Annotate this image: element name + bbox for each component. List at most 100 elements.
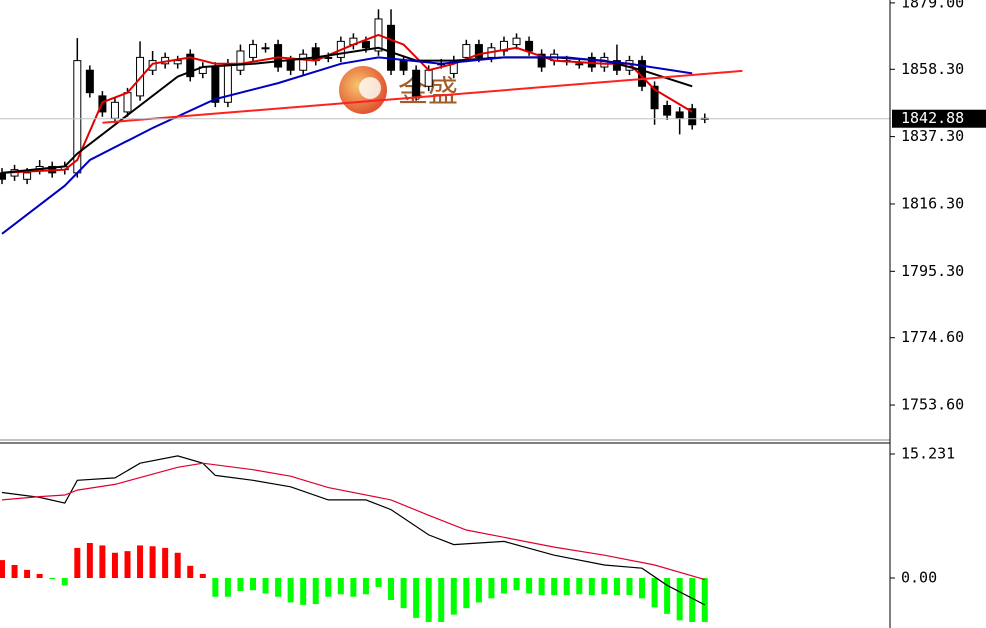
histogram-bar bbox=[438, 578, 445, 622]
candle-body bbox=[136, 56, 145, 97]
candle-body bbox=[387, 24, 396, 71]
histogram-bar bbox=[400, 578, 407, 609]
logo-inner bbox=[359, 77, 381, 99]
y-tick-label: 1879.00 bbox=[901, 0, 964, 11]
candle-body bbox=[537, 53, 546, 68]
histogram-bar bbox=[149, 546, 156, 579]
histogram-bar bbox=[11, 564, 18, 579]
histogram-bar bbox=[224, 578, 231, 597]
histogram-bar bbox=[450, 578, 457, 615]
histogram-bar bbox=[0, 560, 6, 579]
histogram-bar bbox=[312, 578, 319, 605]
candle-body bbox=[23, 172, 32, 180]
histogram-bar bbox=[287, 578, 294, 603]
candle-body bbox=[261, 47, 270, 50]
candle-body bbox=[663, 105, 672, 116]
histogram-bar bbox=[626, 578, 633, 596]
histogram-bar bbox=[388, 578, 395, 600]
candle-body bbox=[248, 44, 257, 58]
histogram-bar bbox=[137, 545, 144, 579]
histogram-bar bbox=[99, 545, 106, 579]
histogram-bar bbox=[664, 578, 671, 614]
candle-body bbox=[324, 56, 333, 59]
candle-body bbox=[110, 101, 119, 119]
candle-body bbox=[299, 53, 308, 71]
candle-body bbox=[286, 60, 295, 71]
y-tick-label: 15.231 bbox=[901, 445, 955, 463]
candle-body bbox=[525, 40, 534, 52]
candle-body bbox=[274, 44, 283, 68]
histogram-bar bbox=[212, 578, 219, 597]
histogram-bar bbox=[475, 578, 482, 603]
histogram-bar bbox=[576, 578, 583, 595]
histogram-bar bbox=[563, 578, 570, 596]
histogram-bar bbox=[639, 578, 646, 599]
histogram-bar bbox=[551, 578, 558, 596]
histogram-bar bbox=[588, 578, 595, 596]
candle-body bbox=[474, 44, 483, 58]
candle-body bbox=[412, 69, 421, 97]
price-panel bbox=[0, 9, 890, 235]
histogram-bar bbox=[601, 578, 608, 595]
histogram-bar bbox=[375, 578, 382, 587]
candle-body bbox=[675, 111, 684, 119]
indicator-line bbox=[1, 56, 693, 235]
candle-body bbox=[361, 40, 370, 49]
indicator-line bbox=[1, 462, 705, 581]
current-price-box bbox=[892, 109, 986, 128]
histogram-bar bbox=[651, 578, 658, 608]
histogram-bar bbox=[262, 578, 269, 594]
candle-body bbox=[211, 66, 220, 103]
candle-body bbox=[512, 37, 521, 46]
histogram-bar bbox=[300, 578, 307, 605]
y-tick-label: 1858.30 bbox=[901, 60, 964, 78]
histogram-bar bbox=[513, 578, 520, 591]
candle-body bbox=[688, 108, 697, 126]
histogram-bar bbox=[24, 569, 31, 579]
indicator-line bbox=[1, 33, 693, 174]
histogram-bar bbox=[500, 578, 507, 594]
histogram-bar bbox=[463, 578, 470, 609]
histogram-bar bbox=[676, 578, 683, 621]
y-tick-label: 1774.60 bbox=[901, 328, 964, 346]
histogram-bar bbox=[613, 578, 620, 596]
histogram-bar bbox=[162, 547, 169, 579]
candle-body bbox=[575, 63, 584, 66]
histogram-bar bbox=[701, 578, 708, 622]
candle-body bbox=[173, 60, 182, 65]
histogram-bar bbox=[488, 578, 495, 599]
candle-body bbox=[85, 69, 94, 94]
histogram-bar bbox=[350, 578, 357, 597]
candle-body bbox=[186, 53, 195, 78]
histogram-bar bbox=[249, 578, 256, 591]
candle-body bbox=[499, 40, 508, 52]
histogram-bar bbox=[124, 551, 131, 579]
histogram-bar bbox=[187, 565, 194, 579]
y-tick-label: 1837.30 bbox=[901, 127, 964, 145]
candle-body bbox=[424, 69, 433, 87]
histogram-bar bbox=[538, 578, 545, 596]
histogram-bar bbox=[61, 578, 68, 586]
y-tick-label: 1816.30 bbox=[901, 194, 964, 212]
indicator-line bbox=[1, 455, 706, 606]
y-tick-label: 1753.60 bbox=[901, 396, 964, 414]
histogram-bar bbox=[689, 578, 696, 622]
histogram-bar bbox=[174, 552, 181, 579]
y-tick-label: 0.00 bbox=[901, 569, 937, 587]
histogram-bar bbox=[362, 578, 369, 595]
histogram-bar bbox=[425, 578, 432, 622]
histogram-bar bbox=[36, 573, 43, 579]
candle-body bbox=[123, 92, 132, 113]
macd-panel bbox=[0, 455, 708, 622]
candle-body bbox=[148, 60, 157, 71]
histogram-bar bbox=[337, 578, 344, 595]
histogram-bar bbox=[413, 578, 420, 618]
indicator-line bbox=[102, 69, 743, 124]
histogram-bar bbox=[526, 578, 533, 594]
histogram-bar bbox=[199, 573, 206, 579]
current-price-label: 1842.88 bbox=[901, 109, 964, 127]
candle-body bbox=[650, 85, 659, 110]
